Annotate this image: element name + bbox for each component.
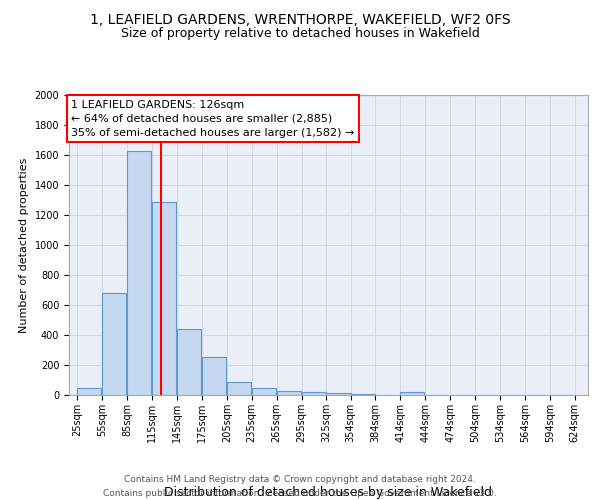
Text: Contains HM Land Registry data © Crown copyright and database right 2024.
Contai: Contains HM Land Registry data © Crown c…	[103, 476, 497, 498]
Bar	[152, 202, 176, 395]
Bar	[127, 150, 151, 395]
Bar	[302, 392, 326, 395]
Bar	[326, 393, 350, 395]
X-axis label: Distribution of detached houses by size in Wakefield: Distribution of detached houses by size …	[164, 486, 493, 500]
Text: 1 LEAFIELD GARDENS: 126sqm
← 64% of detached houses are smaller (2,885)
35% of s: 1 LEAFIELD GARDENS: 126sqm ← 64% of deta…	[71, 100, 355, 138]
Bar	[350, 394, 374, 395]
Bar	[400, 392, 424, 395]
Bar	[277, 390, 301, 395]
Bar	[102, 293, 126, 395]
Bar	[77, 388, 101, 395]
Text: Size of property relative to detached houses in Wakefield: Size of property relative to detached ho…	[121, 28, 479, 40]
Y-axis label: Number of detached properties: Number of detached properties	[19, 158, 29, 332]
Bar	[202, 357, 226, 395]
Text: 1, LEAFIELD GARDENS, WRENTHORPE, WAKEFIELD, WF2 0FS: 1, LEAFIELD GARDENS, WRENTHORPE, WAKEFIE…	[89, 12, 511, 26]
Bar	[177, 329, 201, 395]
Bar	[227, 382, 251, 395]
Bar	[251, 388, 276, 395]
